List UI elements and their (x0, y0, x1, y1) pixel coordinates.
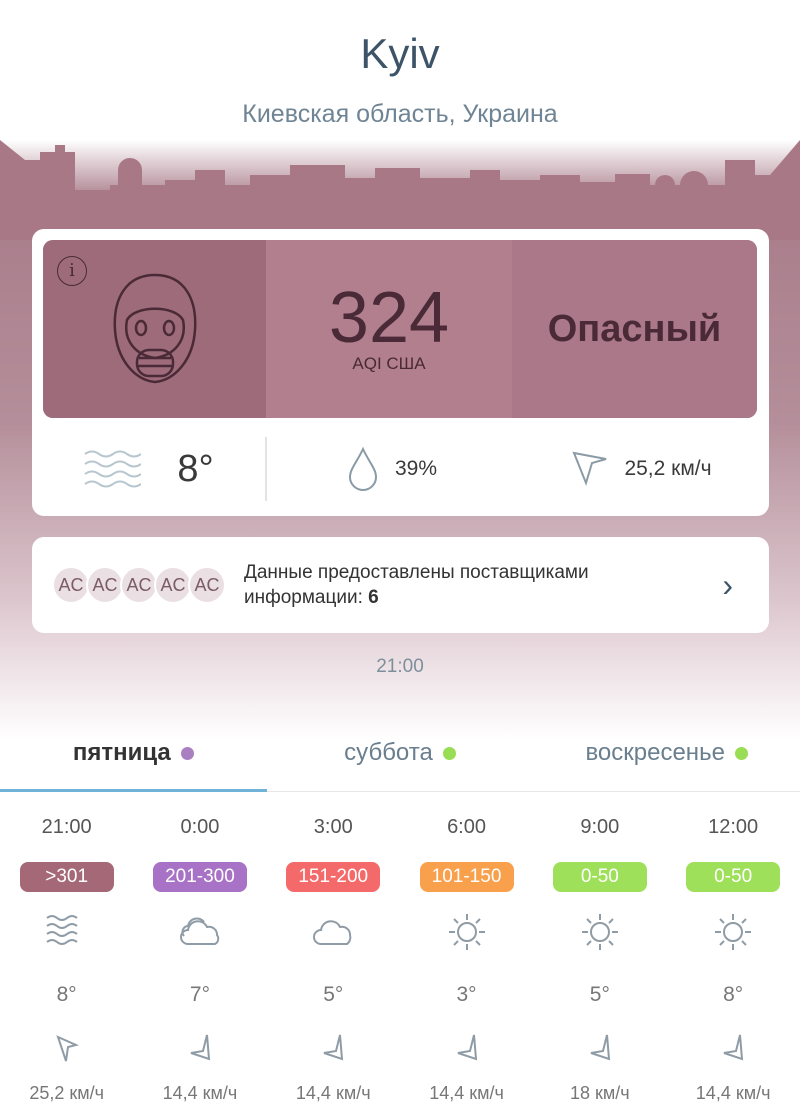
tab-label: суббота (344, 739, 433, 766)
avatar: AC (120, 566, 158, 604)
chevron-right-icon[interactable]: › (722, 566, 733, 603)
haze-icon (46, 915, 78, 945)
forecast-column: 12:00 0-50 8° 14,4 км/ч (666, 812, 799, 1108)
tab-label: пятница (72, 739, 171, 766)
forecast-temperature: 3° (456, 983, 477, 1006)
forecast-time: 12:00 (708, 816, 759, 838)
cloudy-icon (179, 917, 220, 945)
avatar: AC (86, 566, 124, 604)
tab-friday[interactable]: пятница (0, 730, 267, 792)
status-dot (180, 747, 194, 761)
wind-direction-icon (323, 1034, 344, 1061)
humidity-value: 39% (394, 457, 438, 480)
forecast-time: 3:00 (313, 816, 353, 838)
providers-text: Данные предоставлены поставщиками информ… (244, 562, 589, 608)
provider-avatars: AC AC AC AC AC (52, 566, 226, 604)
temperature-value: 8° (177, 447, 214, 490)
wind-direction-icon (590, 1034, 610, 1061)
hourly-forecast: 21:00 >301 8° 25,2 км/ч 0:00 201-300 7° 1… (0, 812, 800, 1108)
region-subtitle: Киевская область, Украина (242, 100, 558, 128)
aqi-badge: 0-50 (686, 862, 781, 892)
providers-count: 6 (368, 587, 379, 608)
aqi-badge: 151-200 (286, 862, 381, 892)
forecast-temperature: 8° (56, 983, 77, 1006)
wind-direction-icon (572, 451, 607, 487)
day-tabs: пятница суббота воскресенье (0, 730, 800, 792)
providers-card[interactable]: AC AC AC AC AC Данные предоставлены пост… (32, 537, 769, 633)
forecast-time: 9:00 (580, 816, 620, 838)
city-title: Kyiv (360, 30, 440, 77)
forecast-temperature: 8° (723, 983, 744, 1006)
aqi-panel[interactable]: i 324 AQI США Опасный (43, 240, 757, 418)
wind-direction-icon (723, 1034, 744, 1061)
forecast-wind: 14,4 км/ч (695, 1083, 771, 1103)
tab-label: воскресенье (585, 739, 725, 766)
forecast-time: 6:00 (447, 816, 486, 838)
current-conditions-card[interactable]: i 324 AQI США Опасный 8° 39% 25,2 км/ч (32, 229, 769, 516)
wind-direction-icon (190, 1034, 211, 1061)
wind-value: 25,2 км/ч (624, 457, 712, 480)
aqi-badge: >301 (19, 862, 114, 892)
aqi-value: 324 (328, 278, 450, 358)
forecast-wind: 14,4 км/ч (162, 1083, 238, 1103)
forecast-time: 21:00 (41, 816, 92, 838)
forecast-wind: 18 км/ч (570, 1083, 630, 1103)
forecast-temperature: 7° (189, 983, 210, 1006)
avatar: AC (154, 566, 192, 604)
status-dot (734, 747, 748, 761)
haze-icon (84, 450, 142, 488)
tab-sunday[interactable]: воскресенье (533, 730, 800, 791)
updated-time: 21:00 (376, 656, 424, 677)
aqi-badge: 101-150 (419, 862, 514, 892)
aqi-unit: AQI США (352, 354, 426, 373)
city-skyline-illustration (0, 140, 800, 240)
forecast-wind: 14,4 км/ч (429, 1083, 504, 1103)
forecast-column: 21:00 >301 8° 25,2 км/ч (0, 812, 133, 1108)
status-dot (442, 747, 456, 761)
gas-mask-icon (113, 273, 197, 384)
forecast-temperature: 5° (323, 983, 344, 1006)
forecast-wind: 14,4 км/ч (295, 1083, 371, 1103)
forecast-time: 0:00 (180, 816, 220, 838)
sun-icon (715, 914, 752, 950)
avatar: AC (52, 566, 90, 604)
forecast-column: 6:00 101-150 3° 14,4 км/ч (400, 812, 533, 1108)
forecast-temperature: 5° (589, 983, 610, 1006)
wind-direction-icon (457, 1034, 477, 1061)
sun-icon (581, 914, 618, 950)
forecast-wind: 25,2 км/ч (29, 1083, 104, 1103)
cloud-icon (313, 920, 352, 945)
forecast-column: 0:00 201-300 7° 14,4 км/ч (133, 812, 266, 1108)
aqi-badge: 201-300 (152, 862, 247, 892)
tab-saturday[interactable]: суббота (267, 730, 534, 791)
humidity-drop-icon (348, 447, 377, 491)
sun-icon (448, 914, 485, 950)
aqi-level: Опасный (547, 307, 722, 350)
forecast-column: 3:00 151-200 5° 14,4 км/ч (267, 812, 400, 1108)
aqi-badge: 0-50 (552, 862, 647, 892)
forecast-column: 9:00 0-50 5° 18 км/ч (533, 812, 666, 1108)
avatar: AC (188, 566, 226, 604)
info-icon[interactable]: i (57, 256, 87, 286)
wind-direction-icon (55, 1035, 79, 1062)
